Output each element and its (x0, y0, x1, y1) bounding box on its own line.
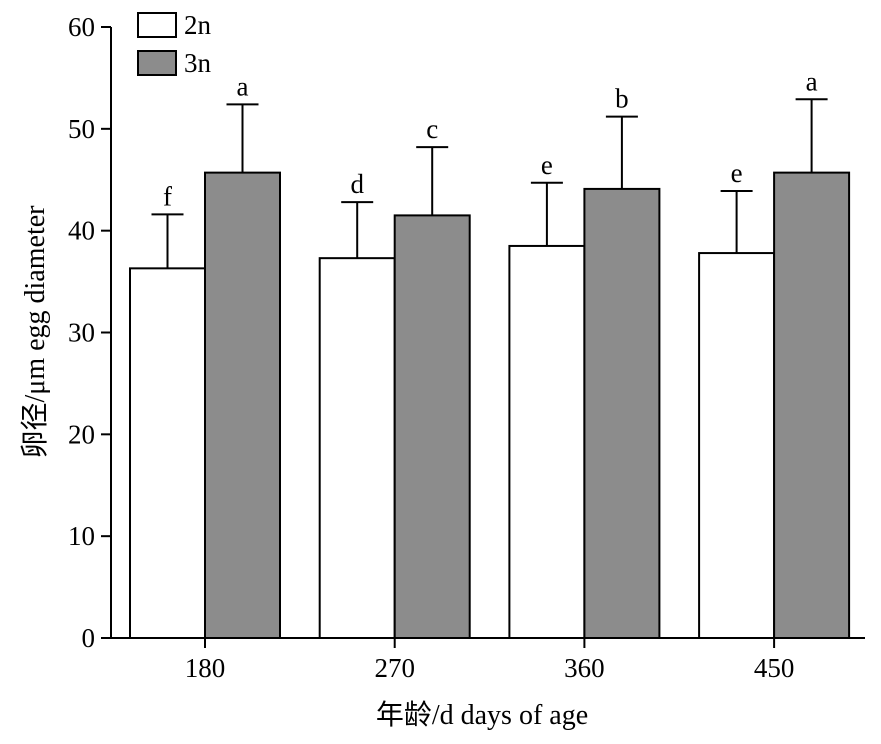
significance-label-3n-360: b (615, 84, 629, 114)
significance-label-3n-270: c (426, 114, 438, 144)
bar-3n-270 (393, 214, 471, 639)
legend-label-3n: 3n (184, 48, 212, 78)
significance-label-2n-360: e (541, 150, 553, 180)
significance-label-3n-180: a (237, 71, 249, 101)
x-axis-title: 年龄/d days of age (376, 699, 588, 731)
significance-labels-layer: f a d c e b e a (163, 66, 818, 211)
legend-swatch-3n (137, 50, 177, 76)
y-tick-label-10: 10 (68, 521, 95, 551)
bar-2n-450 (698, 252, 776, 639)
bar-2n-360 (508, 244, 586, 639)
y-tick-label-0: 0 (82, 623, 96, 653)
x-tick-label-270: 270 (374, 653, 415, 683)
y-tick-label-50: 50 (68, 114, 95, 144)
bar-3n-180 (204, 171, 281, 639)
y-axis-title: 卵径/μm egg diameter (19, 205, 51, 459)
y-tick-label-60: 60 (68, 12, 95, 42)
error-bars-layer (151, 98, 828, 269)
x-tick-label-450: 450 (754, 653, 795, 683)
x-ticks-layer: 180 270 360 450 (185, 638, 795, 683)
y-tick-label-20: 20 (68, 419, 95, 449)
x-tick-label-360: 360 (564, 653, 605, 683)
significance-label-2n-450: e (731, 158, 743, 188)
bar-3n-360 (583, 187, 661, 639)
bar-2n-180 (129, 267, 206, 639)
x-tick-label-180: 180 (185, 653, 226, 683)
significance-label-2n-180: f (163, 181, 172, 211)
bar-2n-270 (318, 257, 396, 639)
significance-label-3n-450: a (806, 66, 818, 96)
y-ticks-layer: 0 10 20 30 40 50 60 (68, 12, 111, 653)
bars-layer (129, 171, 851, 639)
legend-label-2n: 2n (184, 10, 212, 40)
bar-3n-450 (773, 171, 851, 639)
legend-swatch-2n (137, 12, 177, 38)
y-tick-label-30: 30 (68, 318, 95, 348)
significance-label-2n-270: d (350, 169, 364, 199)
y-tick-label-40: 40 (68, 216, 95, 246)
